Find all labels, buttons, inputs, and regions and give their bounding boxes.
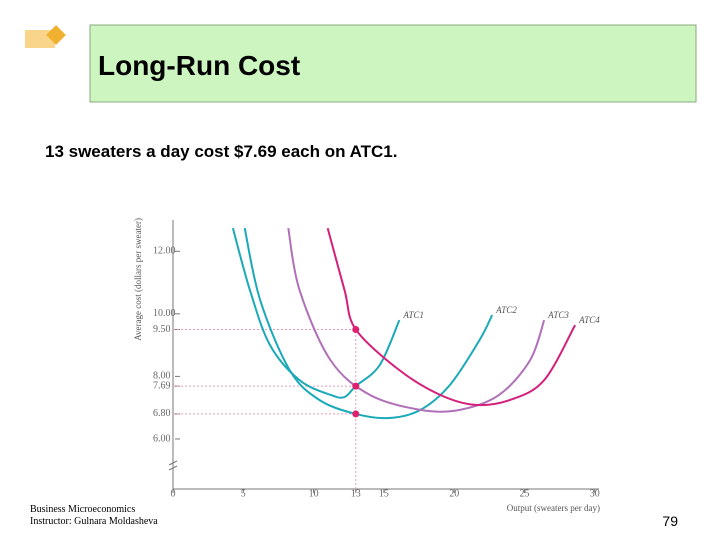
x-axis-label: Output (sweaters per day) <box>507 503 600 513</box>
point <box>352 325 360 333</box>
y-axis-label: Average cost (dollars per sweater) <box>133 218 143 341</box>
slide-title: Long-Run Cost <box>98 50 300 81</box>
y-tick-label: 10.00 <box>153 308 176 319</box>
atc-curve <box>287 227 546 413</box>
legend-label: ATC3 <box>547 310 569 320</box>
legend-label: ATC4 <box>578 315 600 325</box>
footer: Business Microeconomics <box>30 504 135 515</box>
x-tick-label: 10 <box>309 488 319 499</box>
atc-curve <box>243 227 494 420</box>
y-tick-label: 6.00 <box>153 433 171 444</box>
point <box>352 410 360 418</box>
y-tick-label: 9.50 <box>153 324 171 335</box>
x-tick-label: 0 <box>171 488 176 499</box>
x-tick-label: 15 <box>379 488 389 499</box>
atc-curve <box>326 227 576 407</box>
page-number: 79 <box>662 513 678 529</box>
title-box <box>89 24 697 103</box>
x-tick-label: 5 <box>241 488 246 499</box>
legend-label: ATC2 <box>495 305 517 315</box>
x-tick-label: 30 <box>590 488 600 499</box>
x-tick-label: 13 <box>351 488 361 499</box>
x-tick-label: 20 <box>449 488 459 499</box>
footer: Instructor: Gulnara Moldasheva <box>30 516 158 527</box>
x-tick-label: 25 <box>519 488 529 499</box>
y-tick-label: 7.69 <box>153 380 171 391</box>
y-tick-label: 12.00 <box>153 246 176 257</box>
legend-label: ATC1 <box>402 310 424 320</box>
subtitle: 13 sweaters a day cost $7.69 each on ATC… <box>45 142 397 161</box>
point <box>352 382 360 390</box>
y-tick-label: 6.80 <box>153 408 171 419</box>
y-tick-label: 8.00 <box>153 371 171 382</box>
atc-curve <box>231 227 401 399</box>
